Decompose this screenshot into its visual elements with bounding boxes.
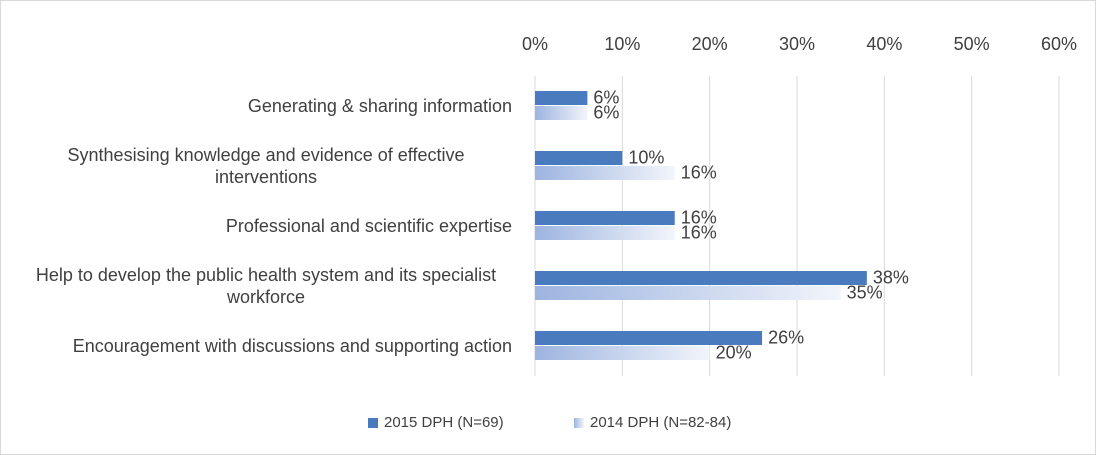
x-tick-label: 0% xyxy=(522,34,548,54)
bar xyxy=(535,91,588,105)
bar xyxy=(535,286,841,300)
bar xyxy=(535,331,763,345)
bar xyxy=(535,346,710,360)
value-label: 16% xyxy=(681,207,717,227)
legend-label: 2014 DPH (N=82-84) xyxy=(590,414,732,431)
x-tick-label: 20% xyxy=(692,34,728,54)
x-tick-label: 50% xyxy=(954,34,990,54)
value-label: 38% xyxy=(873,267,909,287)
bar xyxy=(535,166,675,180)
category-text: Help to develop the public health system… xyxy=(35,265,497,307)
bar xyxy=(535,226,675,240)
value-label: 6% xyxy=(593,87,619,107)
value-label: 6% xyxy=(593,102,619,122)
bar xyxy=(535,106,588,120)
value-label: 16% xyxy=(681,222,717,242)
x-tick-label: 10% xyxy=(604,34,640,54)
category-text: Synthesising knowledge and evidence of e… xyxy=(67,145,465,187)
value-label: 10% xyxy=(628,147,664,167)
category-text: Professional and scientific expertise xyxy=(225,216,512,236)
category-label: Synthesising knowledge and evidence of e… xyxy=(20,136,512,196)
value-label: 16% xyxy=(681,162,717,182)
category-label: Help to develop the public health system… xyxy=(20,256,512,316)
category-label: Professional and scientific expertise xyxy=(20,196,512,256)
legend-item: 2014 DPH (N=82-84) xyxy=(574,414,731,431)
legend-swatch xyxy=(368,417,378,428)
legend-label: 2015 DPH (N=69) xyxy=(384,414,504,431)
x-tick-label: 60% xyxy=(1041,34,1077,54)
category-text: Generating & sharing information xyxy=(247,96,512,116)
bar xyxy=(535,151,623,165)
bar xyxy=(535,271,867,285)
category-label: Encouragement with discussions and suppo… xyxy=(20,316,512,376)
legend-item: 2015 DPH (N=69) xyxy=(368,414,504,431)
category-text: Encouragement with discussions and suppo… xyxy=(72,336,512,356)
value-label: 35% xyxy=(847,282,883,302)
x-tick-label: 30% xyxy=(779,34,815,54)
x-tick-label: 40% xyxy=(866,34,902,54)
category-label: Generating & sharing information xyxy=(20,76,512,136)
value-label: 20% xyxy=(716,342,752,362)
legend-swatch xyxy=(574,417,584,428)
bar xyxy=(535,211,675,225)
value-label: 26% xyxy=(768,327,804,347)
